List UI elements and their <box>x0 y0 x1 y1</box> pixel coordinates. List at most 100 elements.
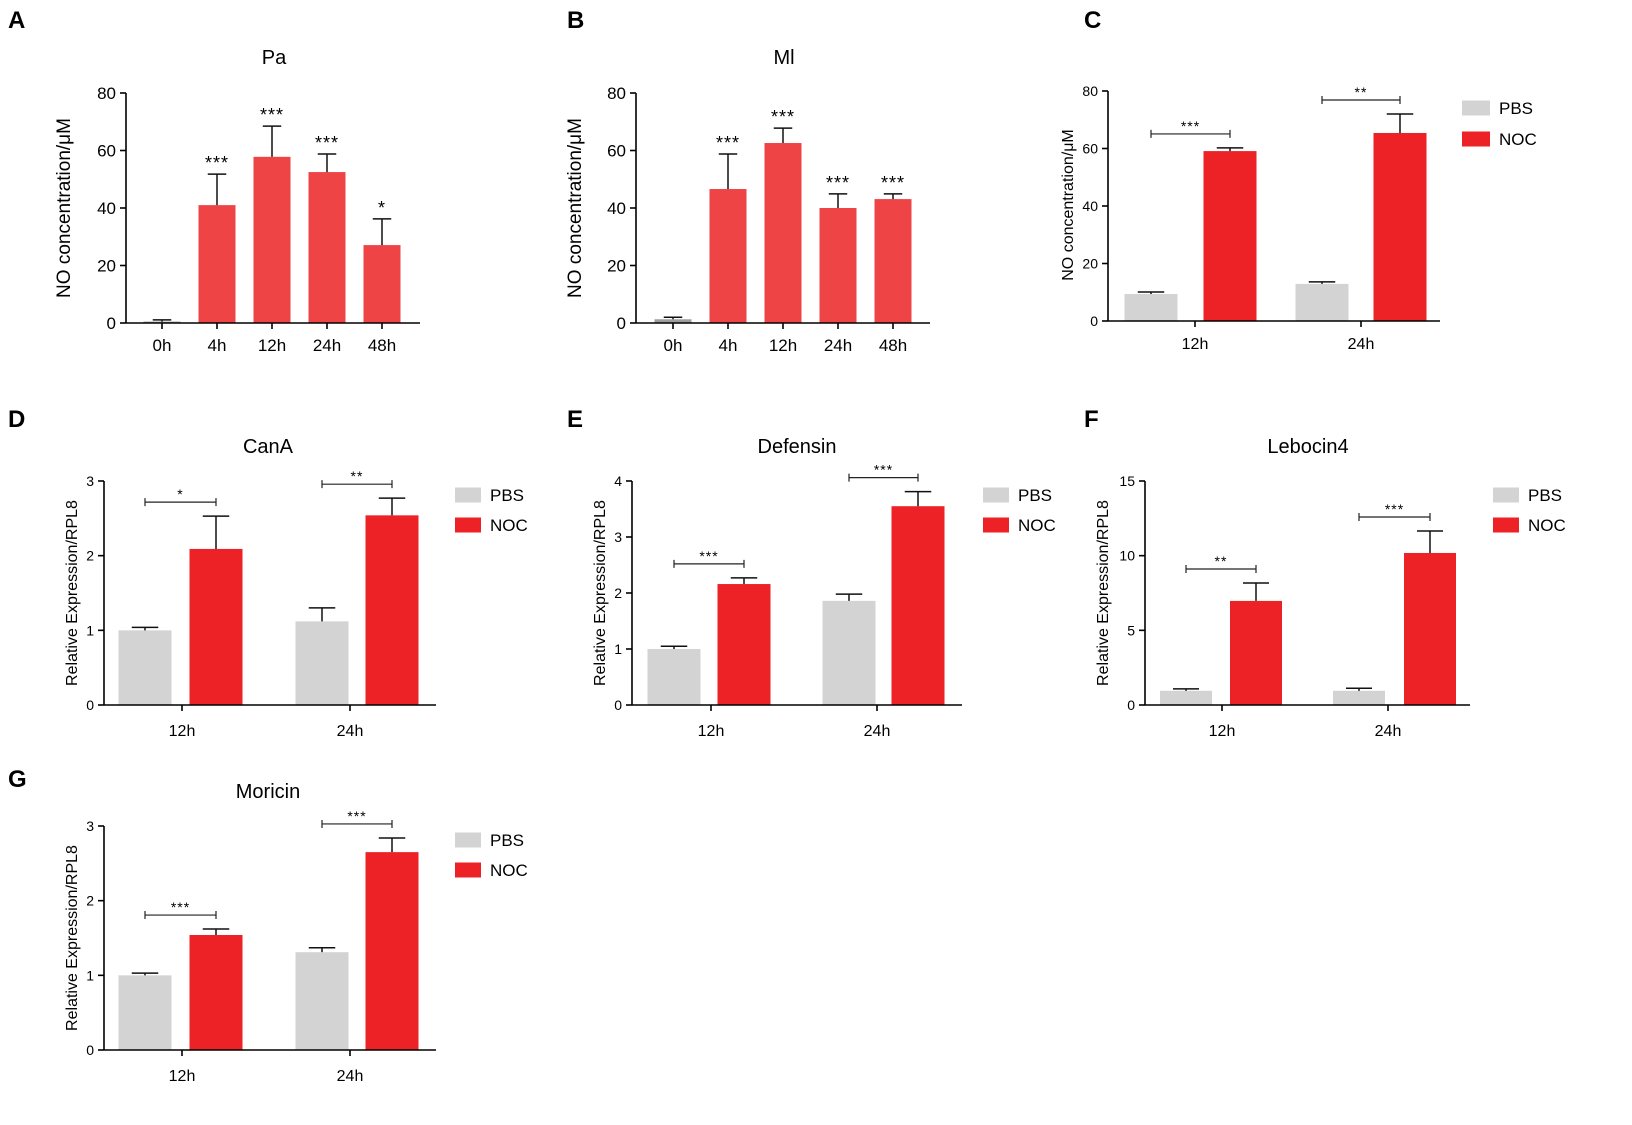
panel-g-significance-bracket-24h <box>321 819 393 828</box>
panel-a-y-tick-label: 20 <box>97 257 116 276</box>
panel-f-y-axis-title: Relative Expression/RPL8 <box>1095 500 1112 686</box>
panel-e-x-tick-label: 12h <box>698 723 725 740</box>
panel-b-x-tick-label: 12h <box>769 336 797 355</box>
panel-e-error-bar-pbs-24h <box>835 593 863 601</box>
panel-f-bar-noc-12h <box>1230 600 1282 705</box>
panel-g-x-tick-label: 24h <box>337 1068 364 1085</box>
panel-f-error-bar-pbs-12h <box>1173 688 1199 691</box>
panel-d-legend-label-noc: NOC <box>490 516 528 535</box>
panel-f-significance-24h: *** <box>1385 501 1404 517</box>
panel-a-significance-48h: * <box>378 198 386 218</box>
panel-d-letter: D <box>8 406 25 433</box>
panel-d-error-bar-pbs-12h <box>131 626 159 631</box>
panel-a-bar-12h <box>253 156 291 323</box>
panel-c-legend-label-pbs: PBS <box>1499 99 1533 118</box>
panel-a: A Pa NO concentration/μM 0h *** 4h *** 12h *** 24… <box>8 7 420 355</box>
panel-g-y-axis-title: Relative Expression/RPL8 <box>64 845 81 1031</box>
panel-g-legend-swatch-noc <box>455 862 481 878</box>
panel-g-legend-swatch-pbs <box>455 832 481 848</box>
panel-e-error-bar-noc-12h <box>730 577 758 585</box>
panel-c-bar-noc-12h <box>1203 151 1257 321</box>
panel-c-error-bar-noc-12h <box>1216 147 1244 152</box>
panel-c-x-tick-label: 12h <box>1182 336 1209 353</box>
panel-b-bar-12h <box>764 143 802 323</box>
panel-g-title: Moricin <box>236 781 300 803</box>
panel-d-significance-24h: ** <box>351 468 364 484</box>
panel-a-x-tick-label: 12h <box>258 336 286 355</box>
panel-e-bar-noc-24h <box>891 506 945 705</box>
panel-c-significance-bracket-24h <box>1321 96 1401 104</box>
panel-d-error-bar-pbs-24h <box>308 607 336 622</box>
panel-c-letter: C <box>1084 7 1101 34</box>
panel-b-error-bar-48h <box>883 193 903 200</box>
panel-g-error-bar-pbs-24h <box>308 946 336 953</box>
panel-g-x-tick-label: 12h <box>169 1068 196 1085</box>
panel-e-legend-label-pbs: PBS <box>1018 486 1052 505</box>
panel-b-significance-12h: *** <box>771 107 795 127</box>
panel-a-significance-4h: *** <box>205 153 229 173</box>
panel-d-legend-swatch-pbs <box>455 487 481 503</box>
panel-a-error-bar-48h <box>372 218 392 246</box>
panel-b-y-tick-label: 80 <box>607 84 626 103</box>
panel-c-error-bar-noc-24h <box>1386 113 1414 133</box>
panel-c-y-axis-title: NO concentration/μM <box>1060 129 1077 281</box>
panel-d-y-tick-label: 3 <box>86 473 94 489</box>
panel-b-significance-48h: *** <box>881 173 905 193</box>
panel-c-bar-noc-24h <box>1373 132 1427 321</box>
panel-e-y-axis-title: Relative Expression/RPL8 <box>592 500 609 686</box>
panel-a-bar-48h <box>363 245 401 323</box>
panel-g-legend-label-noc: NOC <box>490 861 528 880</box>
panel-d-bar-pbs-24h <box>295 621 349 705</box>
panel-e-error-bar-pbs-12h <box>660 645 688 649</box>
panel-f-y-tick-label: 0 <box>1127 697 1135 713</box>
panel-g-bar-noc-12h <box>189 935 243 1050</box>
panel-f-letter: F <box>1084 406 1099 433</box>
panel-a-letter: A <box>8 7 25 34</box>
panel-b-y-tick-label: 60 <box>607 142 626 161</box>
panel-e-title: Defensin <box>758 436 837 458</box>
panel-b-y-tick-label: 0 <box>617 314 626 333</box>
panel-c-error-bar-pbs-12h <box>1137 291 1165 294</box>
panel-a-title: Pa <box>262 47 287 69</box>
panel-d-significance-12h: * <box>177 486 183 502</box>
panel-f-bar-pbs-24h <box>1333 690 1385 705</box>
panel-b-y-axis-title: NO concentration/μM <box>565 118 586 298</box>
panel-d-y-tick-label: 1 <box>86 622 94 638</box>
panel-d-bar-noc-24h <box>365 515 419 705</box>
panel-f-title: Lebocin4 <box>1267 436 1348 458</box>
panel-f-y-tick-label: 5 <box>1127 622 1135 638</box>
panel-a-y-tick-label: 0 <box>107 314 116 333</box>
panel-g-significance-24h: *** <box>347 808 366 824</box>
panel-b-bar-24h <box>819 208 857 323</box>
panel-e-legend-label-noc: NOC <box>1018 516 1056 535</box>
panel-d-y-tick-label: 0 <box>86 697 94 713</box>
panel-f-x-tick-label: 12h <box>1209 723 1236 740</box>
panel-e-y-tick-label: 1 <box>614 641 622 657</box>
panel-b-bar-48h <box>874 199 912 323</box>
panel-c-significance-bracket-12h <box>1150 129 1231 138</box>
panel-c-bar-pbs-24h <box>1295 283 1349 321</box>
panel-d-legend-label-pbs: PBS <box>490 486 524 505</box>
panel-g-bar-pbs-12h <box>118 975 172 1050</box>
panel-a-bar-24h <box>308 172 346 323</box>
panel-f-error-bar-noc-12h <box>1243 582 1269 601</box>
panel-a-x-tick-label: 0h <box>153 336 172 355</box>
panel-f-significance-bracket-24h <box>1358 513 1431 522</box>
panel-a-y-tick-label: 80 <box>97 84 116 103</box>
panel-c-y-tick-label: 40 <box>1082 198 1098 214</box>
panel-g-y-tick-label: 0 <box>86 1042 94 1058</box>
panel-b-significance-4h: *** <box>716 133 740 153</box>
panel-b-x-tick-label: 4h <box>719 336 738 355</box>
panel-d-legend-swatch-noc <box>455 517 481 533</box>
panel-a-y-tick-label: 60 <box>97 142 116 161</box>
panel-c-error-bar-pbs-24h <box>1308 281 1336 284</box>
panel-b-error-bar-4h <box>718 153 738 190</box>
panel-d-title: CanA <box>243 436 294 458</box>
panel-a-x-tick-label: 48h <box>368 336 396 355</box>
panel-e-legend-swatch-noc <box>983 517 1009 533</box>
panel-b-x-tick-label: 0h <box>664 336 683 355</box>
